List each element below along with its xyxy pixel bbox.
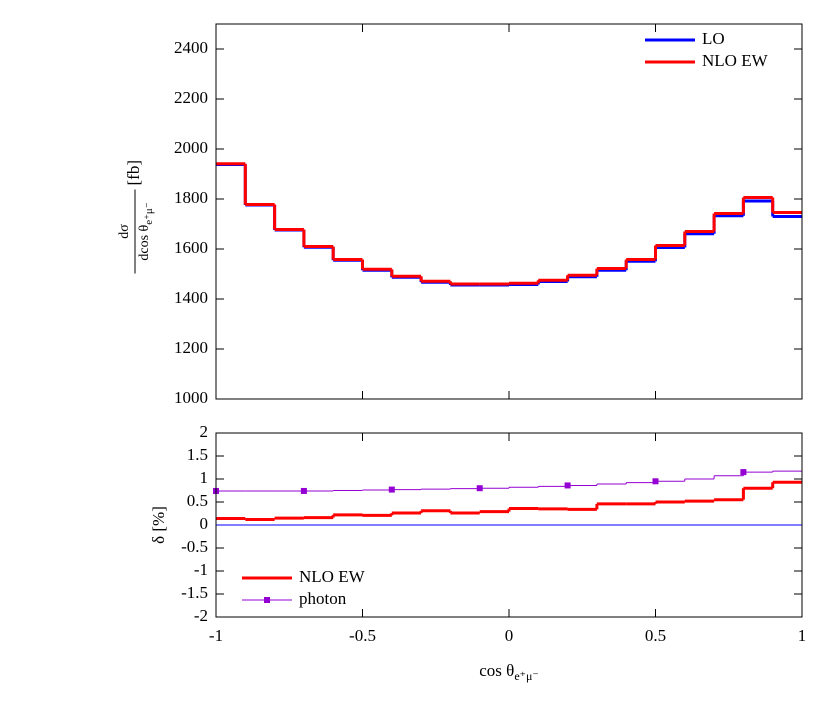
y-tick-label: 2400 — [174, 38, 208, 57]
y-tick-label: -0.5 — [181, 537, 208, 556]
y-tick-label: 1.5 — [187, 445, 208, 464]
marker — [564, 482, 571, 489]
y-axis-label: δ [%] — [149, 506, 168, 544]
x-tick-label: 0 — [505, 626, 514, 645]
marker — [300, 487, 307, 494]
y-tick-label: 2000 — [174, 138, 208, 157]
y-tick-label: 0 — [200, 514, 209, 533]
y-tick-label: 1200 — [174, 338, 208, 357]
marker — [652, 478, 659, 485]
y-tick-label: -1.5 — [181, 583, 208, 602]
x-label-subscript: e⁺μ⁻ — [514, 669, 538, 683]
y-tick-label: 2200 — [174, 88, 208, 107]
legend-label: LO — [702, 29, 725, 48]
x-tick-label: -1 — [209, 626, 223, 645]
y-label-numerator: dσ — [117, 224, 132, 239]
y-axis-label: dσ dcos θe⁺μ⁻ [fb] — [117, 160, 155, 274]
y-label-denominator-text: dcos θ — [137, 224, 152, 260]
y-tick-label: 1000 — [174, 388, 208, 407]
x-tick-label: 1 — [798, 626, 807, 645]
plot-frame — [215, 23, 803, 400]
y-tick-label: -2 — [194, 606, 208, 625]
x-tick-label: 0.5 — [645, 626, 666, 645]
marker — [476, 485, 483, 492]
x-axis-label: cos θe⁺μ⁻ — [479, 661, 539, 683]
legend-label: NLO EW — [299, 567, 366, 586]
legend-label: photon — [299, 589, 347, 608]
y-tick-label: -1 — [194, 560, 208, 579]
y-label-denominator: dcos θe⁺μ⁻ — [137, 202, 154, 260]
marker — [740, 469, 747, 476]
legend-marker — [264, 597, 270, 603]
y-label-unit: [fb] — [124, 160, 143, 185]
legend-label: NLO EW — [702, 51, 769, 70]
marker — [388, 486, 395, 493]
y-tick-label: 1600 — [174, 238, 208, 257]
plot-frame — [215, 432, 803, 618]
x-label-text: cos θ — [479, 661, 514, 680]
y-tick-label: 1400 — [174, 288, 208, 307]
y-tick-label: 2 — [200, 422, 209, 441]
y-tick-label: 1800 — [174, 188, 208, 207]
y-tick-label: 0.5 — [187, 491, 208, 510]
y-tick-label: 1 — [200, 468, 209, 487]
x-tick-label: -0.5 — [349, 626, 376, 645]
y-label-subscript: e⁺μ⁻ — [143, 202, 155, 225]
